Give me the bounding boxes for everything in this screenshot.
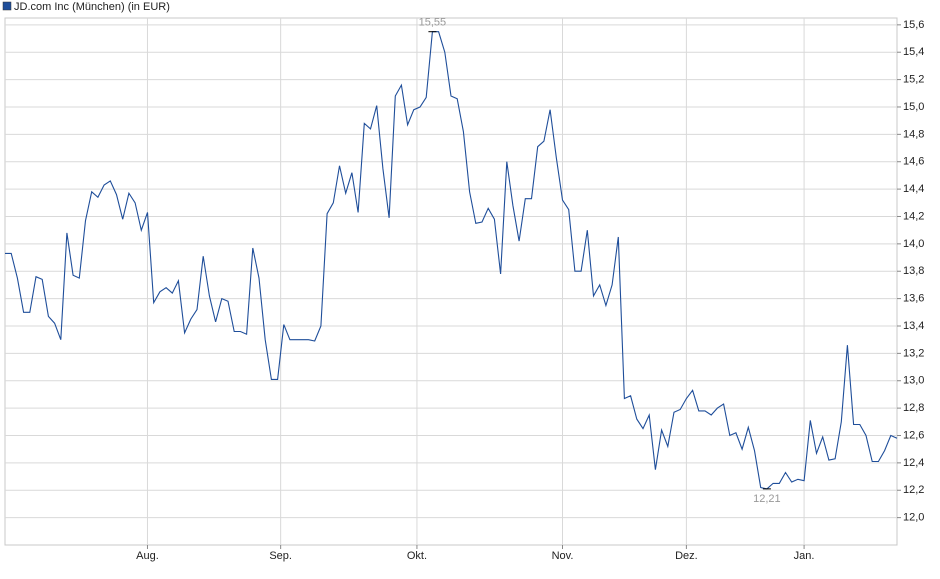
y-tick-label: 14,8 [903,128,924,140]
y-tick-label: 15,6 [903,19,924,31]
x-tick-label: Jan. [794,550,815,562]
y-tick-label: 14,6 [903,156,924,168]
y-tick-label: 13,0 [903,375,924,387]
y-tick-label: 13,8 [903,265,924,277]
y-tick-label: 12,6 [903,429,924,441]
x-tick-label: Aug. [136,550,159,562]
y-tick-label: 14,2 [903,210,924,222]
y-tick-label: 14,0 [903,238,924,250]
legend-label: JD.com Inc (München) (in EUR) [14,1,170,13]
y-tick-label: 12,4 [903,457,924,469]
y-tick-label: 12,2 [903,484,924,496]
y-tick-label: 12,0 [903,512,924,524]
x-tick-label: Sep. [269,550,292,562]
x-tick-label: Okt. [407,550,427,562]
plot-area [4,17,898,546]
y-tick-label: 12,8 [903,402,924,414]
annotation-label: 15,55 [419,17,447,29]
x-tick-label: Dez. [675,550,698,562]
y-tick-label: 13,6 [903,293,924,305]
price-line [5,31,898,490]
legend-swatch [2,1,12,11]
y-tick-label: 14,4 [903,183,924,195]
x-tick-label: Nov. [552,550,574,562]
y-tick-label: 15,2 [903,74,924,86]
y-tick-label: 15,0 [903,101,924,113]
y-tick-label: 13,4 [903,320,924,332]
y-tick-label: 15,4 [903,46,924,58]
y-tick-label: 13,2 [903,347,924,359]
annotation-label: 12,21 [753,493,781,505]
